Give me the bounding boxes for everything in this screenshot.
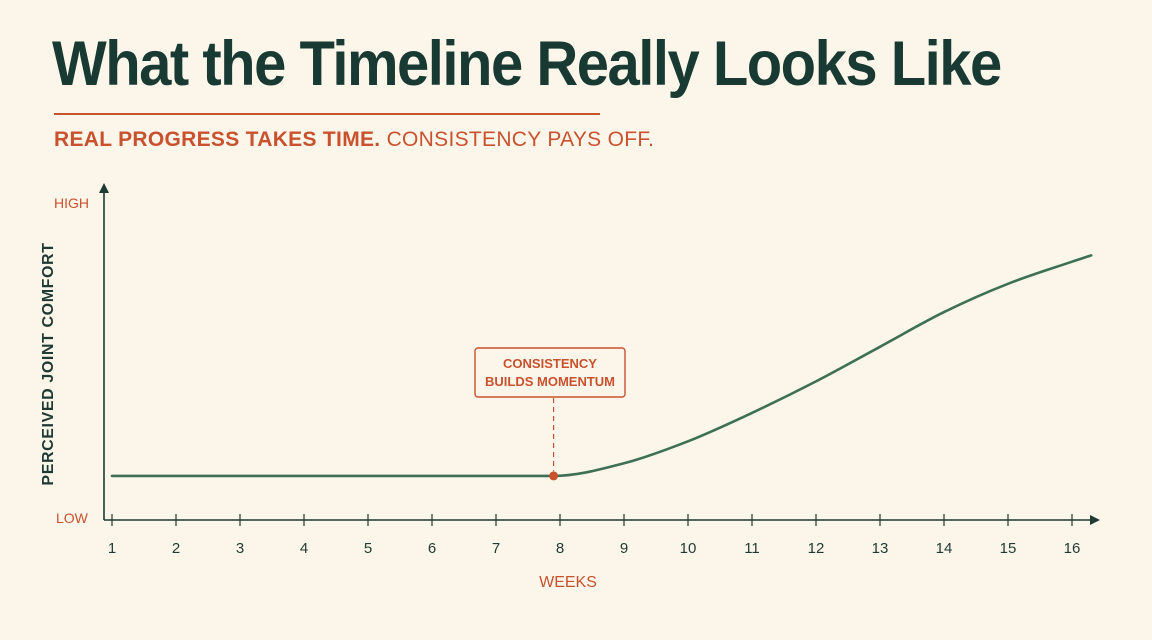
x-tick-label-2: 2 <box>172 540 180 557</box>
chart-title: What the Timeline Really Looks Like <box>52 29 1002 100</box>
x-tick-label-8: 8 <box>556 540 564 557</box>
chart-subtitle: REAL PROGRESS TAKES TIME. CONSISTENCY PA… <box>54 128 654 152</box>
x-tick-label-12: 12 <box>808 540 825 557</box>
chart-axes <box>99 183 1100 525</box>
x-tick-label-13: 13 <box>872 540 889 557</box>
x-tick-label-14: 14 <box>936 540 953 557</box>
x-tick-label-4: 4 <box>300 540 308 557</box>
annotation-text-line-2: BUILDS MOMENTUM <box>485 374 615 389</box>
x-tick-label-5: 5 <box>364 540 372 557</box>
annotation-marker <box>549 471 559 481</box>
x-axis-arrowhead <box>1090 515 1100 525</box>
annotation-box <box>474 347 626 398</box>
y-tick-label-low: LOW <box>56 510 89 526</box>
x-tick-label-1: 1 <box>108 540 116 557</box>
x-tick-label-15: 15 <box>1000 540 1017 557</box>
comfort-series-line <box>110 254 1093 478</box>
y-tick-label-high: HIGH <box>54 195 89 211</box>
title-divider <box>54 113 600 115</box>
x-tick-label-9: 9 <box>620 540 628 557</box>
x-tick-label-7: 7 <box>492 540 500 557</box>
x-tick-label-3: 3 <box>236 540 244 557</box>
y-axis-label: PERCEIVED JOINT COMFORT <box>40 242 57 485</box>
annotation-text-line-1: CONSISTENCY <box>503 356 597 371</box>
x-tick-label-10: 10 <box>680 540 697 557</box>
x-tick-label-6: 6 <box>428 540 436 557</box>
subtitle-strong: REAL PROGRESS TAKES TIME. <box>54 128 381 151</box>
subtitle-light: CONSISTENCY PAYS OFF. <box>386 128 655 151</box>
y-axis-arrowhead <box>99 183 109 193</box>
x-axis-label: WEEKS <box>539 574 597 591</box>
x-tick-label-16: 16 <box>1064 540 1081 557</box>
x-ticks: 1 2 3 4 5 6 7 8 9 10 11 12 13 14 15 16 <box>108 514 1081 557</box>
x-tick-label-11: 11 <box>744 540 760 557</box>
